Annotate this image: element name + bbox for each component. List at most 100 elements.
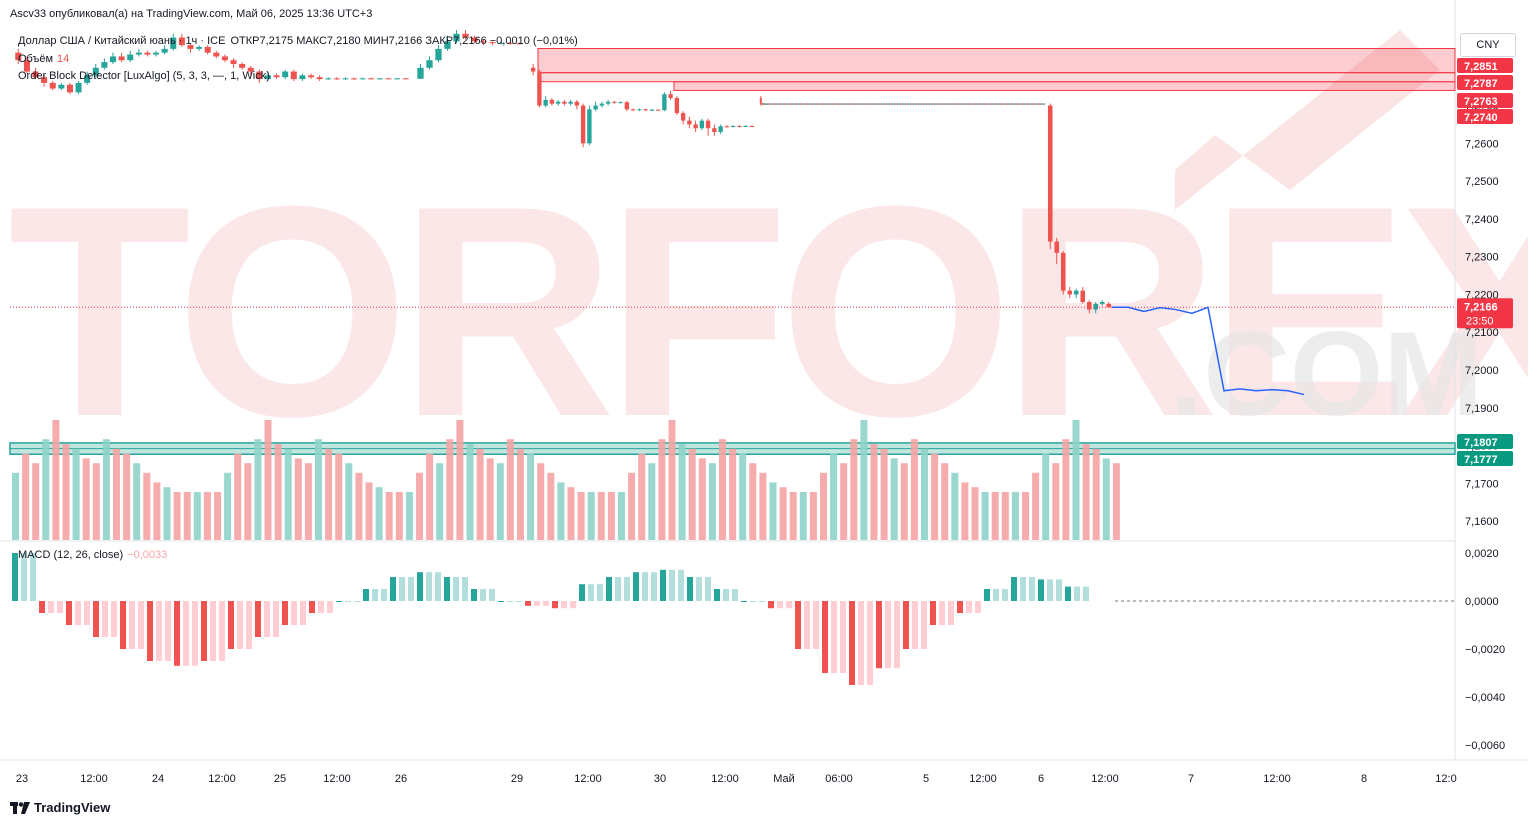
candle-body bbox=[891, 103, 894, 105]
indicator-legend[interactable]: Order Block Detector [LuxAlgo] (5, 3, 3,… bbox=[18, 70, 270, 82]
volume-bar bbox=[749, 463, 757, 540]
macd-bar bbox=[741, 601, 747, 602]
candle-body bbox=[814, 103, 817, 105]
candle-body bbox=[870, 103, 873, 105]
candle-body bbox=[877, 103, 880, 105]
candle-body bbox=[833, 103, 836, 105]
macd-bar bbox=[75, 601, 81, 625]
candle-body bbox=[1019, 103, 1022, 105]
volume-bar bbox=[82, 458, 90, 540]
footer-brand[interactable]: TradingView bbox=[10, 800, 110, 815]
candle-body bbox=[840, 103, 843, 105]
candle-body bbox=[977, 103, 980, 105]
volume-bar bbox=[890, 458, 898, 540]
candle-body bbox=[1054, 241, 1060, 253]
candle-body bbox=[851, 103, 854, 105]
volume-bar bbox=[567, 487, 575, 540]
volume-bar bbox=[799, 492, 807, 540]
candle-body bbox=[917, 103, 920, 105]
candle-body bbox=[718, 126, 723, 132]
candle-body bbox=[954, 103, 957, 105]
price-tag-ob-1: 7,2851 bbox=[1464, 61, 1498, 73]
price-tag-ob-3-bg bbox=[1457, 93, 1513, 108]
volume-bar bbox=[1092, 448, 1100, 540]
candle-body bbox=[471, 37, 478, 42]
macd-bar bbox=[57, 601, 63, 613]
symbol-title[interactable]: Доллар США / Китайский юань · 1ч · ICE bbox=[18, 35, 226, 47]
currency-button[interactable]: CNY bbox=[1460, 33, 1516, 57]
candle-body bbox=[247, 67, 254, 72]
macd-tick-label: 0,0000 bbox=[1465, 596, 1499, 608]
candle-body bbox=[972, 103, 975, 105]
macd-bar bbox=[885, 601, 891, 669]
candle-body bbox=[914, 103, 917, 105]
macd-bar bbox=[345, 601, 351, 602]
volume-bar bbox=[971, 487, 979, 540]
macd-legend[interactable]: MACD (12, 26, close) −0,0033 bbox=[18, 549, 167, 561]
volume-bar bbox=[113, 448, 120, 540]
macd-bar bbox=[543, 601, 549, 606]
candle-body bbox=[668, 94, 673, 98]
time-axis-label: 29 bbox=[511, 773, 523, 785]
macd-bar bbox=[156, 601, 162, 661]
candle-body bbox=[593, 105, 598, 110]
candle-body bbox=[883, 103, 886, 105]
candle-body bbox=[866, 103, 869, 105]
candle-body bbox=[66, 84, 73, 93]
macd-bar bbox=[561, 601, 567, 609]
candle-body bbox=[796, 103, 799, 105]
candle-body bbox=[961, 103, 964, 105]
candle-body bbox=[376, 78, 383, 80]
macd-bar bbox=[750, 601, 756, 602]
candle-body bbox=[637, 109, 642, 111]
candle-body bbox=[838, 103, 841, 105]
time-axis-label: 12:00 bbox=[323, 773, 351, 785]
time-axis-label: 30 bbox=[654, 773, 666, 785]
candle-body bbox=[874, 103, 877, 105]
volume-bar bbox=[547, 472, 555, 540]
volume-bar bbox=[1082, 444, 1090, 540]
candle-body bbox=[804, 103, 807, 105]
volume-legend[interactable]: Объём 14 bbox=[18, 53, 69, 65]
volume-bar bbox=[345, 463, 353, 540]
candle-body bbox=[951, 103, 954, 105]
candle-body bbox=[822, 103, 825, 105]
macd-bar bbox=[714, 589, 720, 601]
time-axis-label: 23 bbox=[16, 773, 28, 785]
candle-body bbox=[795, 103, 798, 105]
macd-bar bbox=[417, 572, 423, 601]
candle-body bbox=[1027, 103, 1030, 105]
candle-body bbox=[316, 77, 323, 80]
volume-bar bbox=[264, 420, 272, 540]
candle-body bbox=[1060, 252, 1066, 291]
macd-bar bbox=[408, 577, 414, 601]
candle-body bbox=[967, 103, 970, 105]
candle-body bbox=[325, 78, 332, 80]
macd-bar bbox=[372, 589, 378, 601]
volume-bar bbox=[72, 448, 80, 540]
volume-bar bbox=[42, 439, 50, 540]
volume-bar bbox=[52, 420, 60, 540]
volume-bar bbox=[1022, 492, 1029, 540]
macd-bar bbox=[912, 601, 918, 649]
candle-body bbox=[1006, 103, 1009, 105]
macd-bar bbox=[570, 601, 576, 609]
volume-bar bbox=[910, 439, 918, 540]
volume-bar bbox=[102, 439, 110, 540]
candle-body bbox=[854, 103, 857, 105]
macd-bar bbox=[1065, 586, 1071, 601]
candle-body bbox=[516, 43, 523, 45]
macd-bar bbox=[201, 601, 207, 661]
candle-body bbox=[907, 103, 910, 105]
macd-bar bbox=[489, 589, 495, 601]
candle-body bbox=[587, 109, 592, 144]
candle-body bbox=[662, 94, 667, 111]
candle-body bbox=[299, 75, 306, 80]
candle-body bbox=[1041, 103, 1044, 105]
candle-body bbox=[530, 67, 536, 72]
volume-bar bbox=[1112, 463, 1120, 540]
macd-value: −0,0033 bbox=[127, 549, 168, 561]
candle-body bbox=[1007, 103, 1010, 105]
